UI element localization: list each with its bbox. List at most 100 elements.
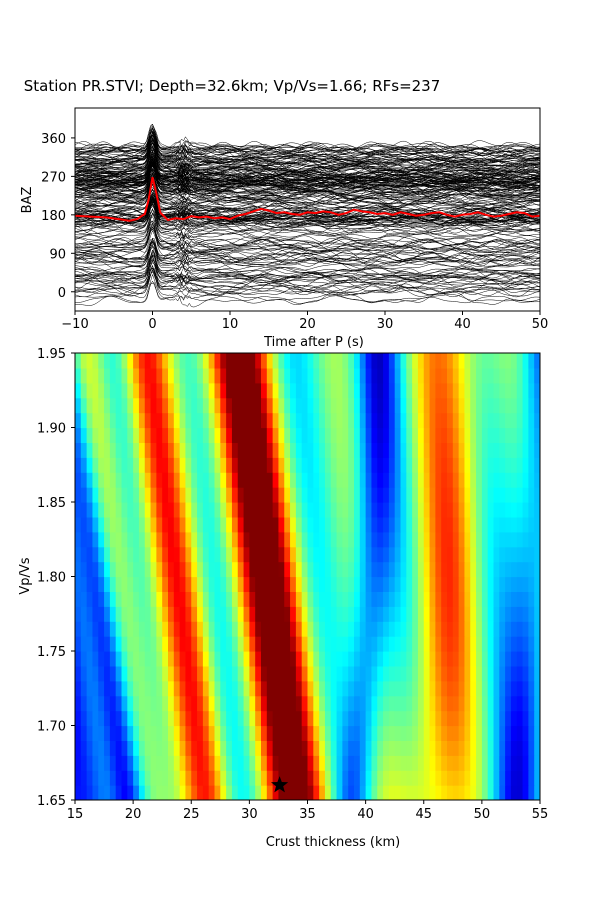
- hk-cell: [295, 487, 303, 503]
- hk-cell: [104, 382, 111, 399]
- hk-cell: [284, 755, 291, 771]
- hk-cell: [290, 606, 297, 622]
- hk-x-axis-label: Crust thickness (km): [266, 835, 401, 850]
- hk-cell: [371, 367, 378, 384]
- hk-cell: [237, 665, 245, 682]
- hk-cell: [452, 576, 460, 592]
- hk-cell: [481, 382, 489, 399]
- hk-cell: [383, 457, 390, 473]
- hk-cell: [429, 710, 436, 727]
- hk-cell: [528, 636, 535, 652]
- hk-cell: [307, 516, 314, 533]
- hk-cell: [528, 427, 535, 443]
- hk-cell: [423, 680, 431, 697]
- hk-cell: [493, 546, 500, 563]
- hk-cell: [231, 695, 239, 712]
- hk-x-tick-label: 50: [474, 807, 491, 822]
- rf-traces: [75, 123, 540, 308]
- hk-cell: [412, 770, 419, 786]
- hk-cell: [301, 621, 309, 637]
- hk-cell: [121, 427, 128, 443]
- hk-cell: [324, 725, 332, 741]
- hk-cell: [272, 353, 280, 369]
- hk-cell: [80, 665, 88, 682]
- hk-cell: [197, 740, 204, 756]
- hk-cell: [249, 651, 256, 667]
- hk-cell: [476, 397, 483, 414]
- hk-cell: [330, 621, 338, 637]
- hk-cell: [417, 725, 425, 741]
- hk-cell: [476, 531, 483, 548]
- hk-cell: [528, 680, 535, 697]
- hk-cell: [412, 710, 419, 727]
- hk-cell: [284, 546, 291, 563]
- hk-cell: [487, 770, 495, 786]
- hk-cell: [371, 680, 378, 697]
- hk-cell: [336, 606, 343, 622]
- hk-cell: [261, 427, 268, 443]
- hk-cell: [272, 472, 280, 488]
- hk-cell: [266, 725, 274, 741]
- hk-cell: [162, 710, 169, 727]
- hk-cell: [505, 487, 512, 503]
- hk-cell: [121, 576, 128, 592]
- hk-cell: [516, 457, 524, 473]
- hk-cell: [447, 412, 454, 429]
- hk-cell: [435, 636, 442, 652]
- rf-trace: [75, 202, 540, 234]
- hk-cell: [162, 785, 169, 800]
- hk-cell: [191, 680, 198, 697]
- hk-cell: [179, 740, 187, 756]
- hk-cell: [330, 531, 338, 548]
- hk-cell: [371, 457, 378, 473]
- hk-cell: [249, 487, 256, 503]
- hk-cell: [534, 502, 540, 518]
- hk-cell: [272, 770, 280, 786]
- hk-cell: [417, 442, 425, 458]
- hk-cell: [261, 740, 268, 756]
- hk-cell: [191, 353, 198, 369]
- hk-cell: [301, 651, 309, 667]
- hk-cell: [423, 531, 431, 548]
- hk-cell: [80, 725, 88, 741]
- hk-cell: [162, 457, 169, 473]
- hk-cell: [447, 397, 454, 414]
- hk-cell: [202, 561, 210, 578]
- hk-cell: [162, 695, 169, 712]
- hk-cell: [510, 576, 518, 592]
- hk-cell: [220, 382, 227, 399]
- hk-cell: [359, 651, 367, 667]
- hk-cell: [522, 472, 529, 488]
- hk-cell: [383, 531, 390, 548]
- hk-x-tick-label: 55: [532, 807, 549, 822]
- hk-cell: [447, 353, 454, 369]
- hk-cell: [359, 636, 367, 652]
- hk-cell: [208, 472, 216, 488]
- hk-cell: [359, 397, 367, 414]
- hk-cell: [266, 770, 274, 786]
- hk-cell: [138, 427, 146, 443]
- hk-cell: [261, 457, 268, 473]
- hk-cell: [290, 353, 297, 369]
- hk-cell: [266, 651, 274, 667]
- hk-cell: [255, 725, 262, 741]
- hk-cell: [330, 367, 338, 384]
- hk-cell: [144, 487, 152, 503]
- hk-cell: [109, 367, 117, 384]
- hk-cell: [330, 576, 338, 592]
- hk-cell: [354, 487, 361, 503]
- hk-cell: [92, 502, 99, 518]
- hk-cell: [487, 785, 495, 800]
- hk-cell: [208, 740, 216, 756]
- hk-cell: [423, 442, 431, 458]
- hk-cell: [365, 695, 373, 712]
- hk-cell: [208, 606, 216, 622]
- hk-cell: [220, 546, 227, 563]
- hk-cell: [173, 770, 181, 786]
- hk-cell: [487, 546, 495, 563]
- hk-cell: [313, 591, 320, 607]
- hk-cell: [330, 755, 338, 771]
- hk-cell: [406, 397, 413, 414]
- hk-cell: [417, 740, 425, 756]
- hk-cell: [464, 531, 471, 548]
